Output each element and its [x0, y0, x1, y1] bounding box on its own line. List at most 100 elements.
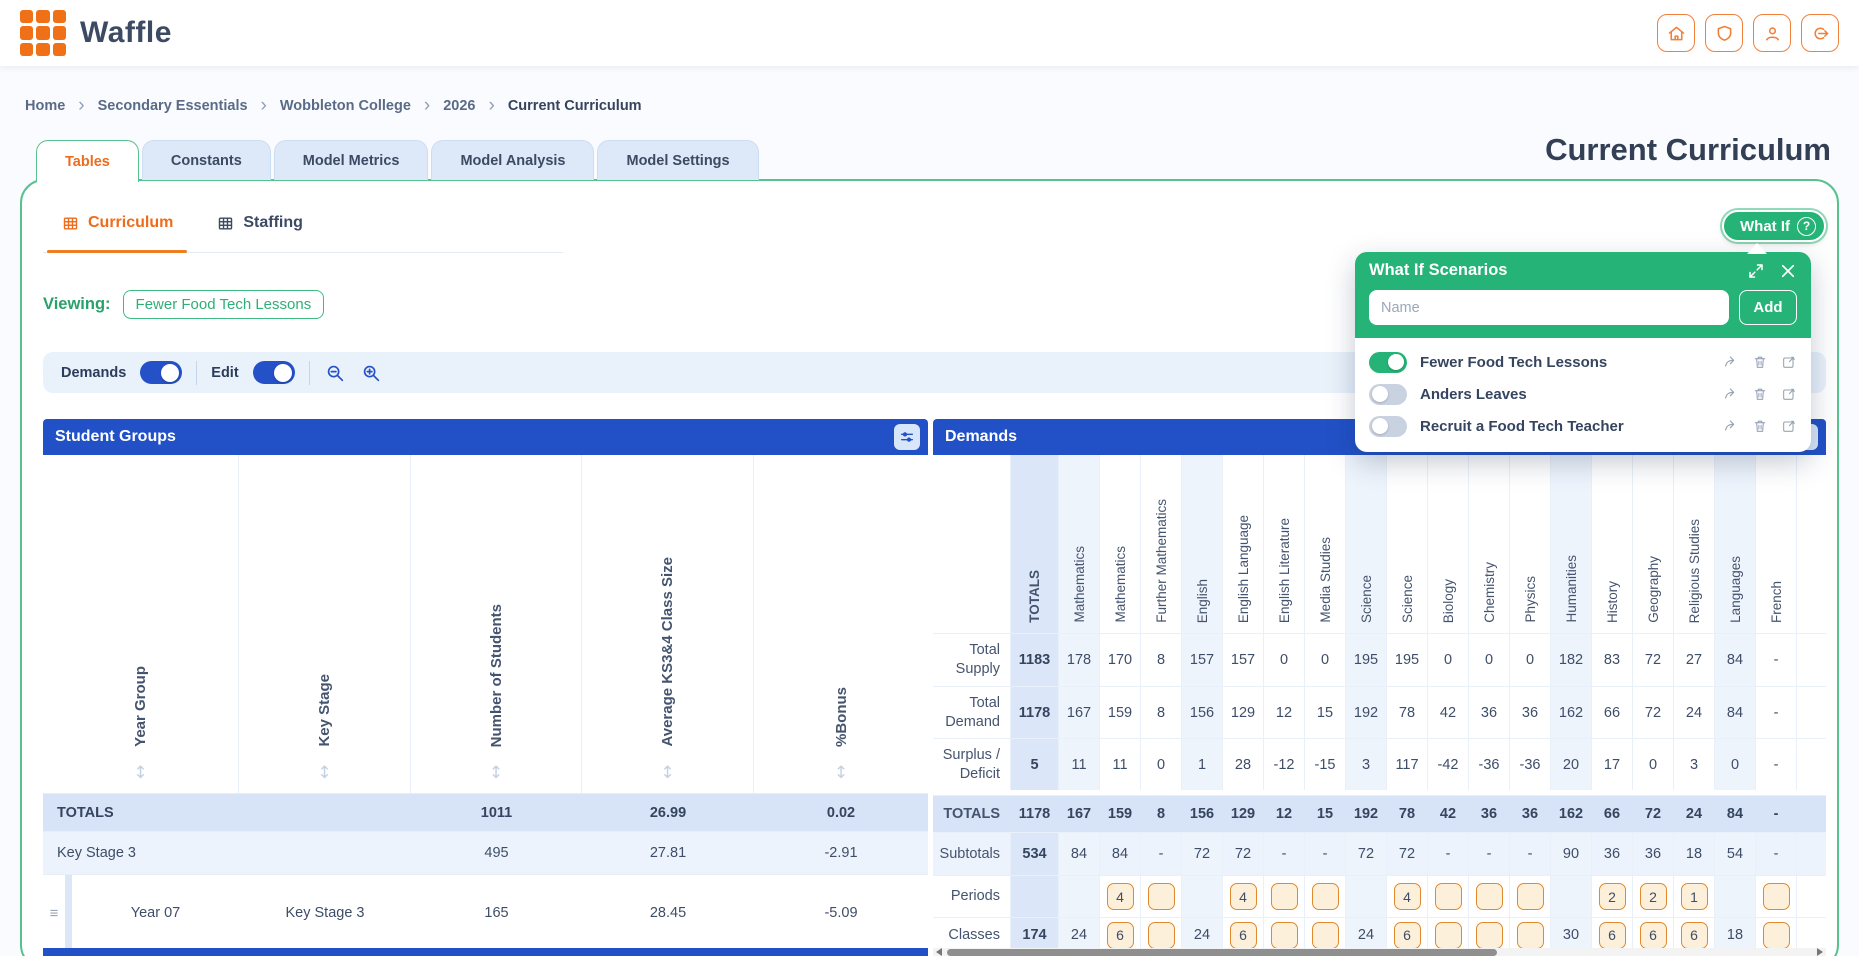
column-header[interactable]: TOTALS: [1011, 455, 1059, 633]
horizontal-scrollbar[interactable]: [933, 948, 1826, 956]
editable-cell[interactable]: [1270, 921, 1298, 949]
editable-cell[interactable]: [1311, 883, 1339, 910]
editable-cell[interactable]: [1147, 921, 1175, 949]
column-header[interactable]: Humanities: [1551, 455, 1592, 633]
edit-toggle[interactable]: [252, 361, 295, 384]
editable-cell[interactable]: [1434, 921, 1462, 949]
column-header[interactable]: Media Studies: [1305, 455, 1346, 633]
sort-icon[interactable]: ↕: [317, 763, 332, 783]
user-button[interactable]: [1753, 14, 1791, 52]
column-header[interactable]: Religious Studies: [1674, 455, 1715, 633]
app-logo[interactable]: Waffle: [20, 10, 172, 56]
editable-cell[interactable]: [1475, 883, 1503, 910]
column-header[interactable]: English Language: [1223, 455, 1264, 633]
share-icon[interactable]: [1723, 354, 1739, 370]
tab-model-metrics[interactable]: Model Metrics: [273, 140, 429, 180]
editable-cell[interactable]: [1311, 921, 1339, 949]
delete-icon[interactable]: [1752, 418, 1768, 434]
column-header[interactable]: Number of Students ↕: [411, 455, 582, 793]
column-header[interactable]: Geography: [1633, 455, 1674, 633]
subtab-curriculum[interactable]: Curriculum: [62, 214, 173, 232]
editable-cell[interactable]: 6: [1680, 921, 1708, 949]
column-header[interactable]: Languages: [1715, 455, 1756, 633]
editable-cell[interactable]: 4: [1229, 883, 1257, 910]
column-header[interactable]: Average KS3&4 Class Size ↕: [582, 455, 754, 793]
breadcrumb-item[interactable]: Current Curriculum: [507, 98, 642, 114]
editable-cell[interactable]: 1: [1680, 883, 1708, 910]
editable-cell[interactable]: [1762, 921, 1790, 949]
editable-cell[interactable]: 6: [1598, 921, 1626, 949]
home-button[interactable]: [1657, 14, 1695, 52]
breadcrumb-item[interactable]: 2026: [443, 98, 476, 114]
delete-icon[interactable]: [1752, 386, 1768, 402]
column-header[interactable]: %Bonus ↕: [754, 455, 928, 793]
edit-icon[interactable]: [1781, 354, 1797, 370]
editable-cell[interactable]: [1762, 883, 1790, 910]
sort-icon[interactable]: ↕: [133, 763, 148, 783]
drag-handle[interactable]: ≡: [49, 904, 59, 922]
editable-cell[interactable]: 2: [1598, 883, 1626, 910]
column-header[interactable]: Year Group ↕: [43, 455, 239, 793]
editable-cell[interactable]: 6: [1106, 921, 1134, 949]
viewing-scenario-badge[interactable]: Fewer Food Tech Lessons: [122, 290, 325, 319]
subtab-staffing[interactable]: Staffing: [217, 214, 303, 232]
column-header[interactable]: English Literature: [1264, 455, 1305, 633]
sort-icon[interactable]: ↕: [660, 763, 675, 783]
column-header[interactable]: English: [1182, 455, 1223, 633]
editable-cell[interactable]: 6: [1393, 921, 1421, 949]
tab-tables[interactable]: Tables: [36, 140, 139, 182]
column-header[interactable]: Chemistry: [1469, 455, 1510, 633]
demands-toggle[interactable]: [140, 361, 183, 384]
editable-cell[interactable]: [1270, 883, 1298, 910]
scrollbar-thumb[interactable]: [947, 948, 1497, 956]
sort-icon[interactable]: ↕: [488, 763, 504, 783]
column-header[interactable]: Physics: [1510, 455, 1551, 633]
column-settings-button[interactable]: [894, 424, 920, 450]
share-icon[interactable]: [1723, 418, 1739, 434]
editable-cell[interactable]: 6: [1229, 921, 1257, 949]
delete-icon[interactable]: [1752, 354, 1768, 370]
add-scenario-button[interactable]: Add: [1739, 290, 1797, 325]
editable-cell[interactable]: [1147, 883, 1175, 910]
column-header[interactable]: History: [1592, 455, 1633, 633]
breadcrumb-item[interactable]: Wobbleton College: [279, 98, 411, 114]
edit-icon[interactable]: [1781, 386, 1797, 402]
shield-button[interactable]: [1705, 14, 1743, 52]
editable-cell[interactable]: 2: [1639, 883, 1667, 910]
column-header[interactable]: Mathematics: [1059, 455, 1100, 633]
column-header[interactable]: Mathematics: [1100, 455, 1141, 633]
editable-cell[interactable]: [1434, 883, 1462, 910]
tab-model-analysis[interactable]: Model Analysis: [431, 140, 595, 180]
expand-icon[interactable]: [1747, 262, 1765, 280]
column-header[interactable]: Science: [1387, 455, 1428, 633]
scroll-right-icon[interactable]: [1817, 948, 1823, 956]
edit-icon[interactable]: [1781, 418, 1797, 434]
zoom-in-icon[interactable]: [360, 362, 382, 384]
scenario-toggle[interactable]: [1369, 383, 1407, 405]
logout-button[interactable]: [1801, 14, 1839, 52]
tab-model-settings[interactable]: Model Settings: [597, 140, 759, 180]
scenario-name-input[interactable]: [1369, 290, 1729, 325]
breadcrumb-item[interactable]: Home: [25, 98, 66, 114]
what-if-button[interactable]: What If ?: [1722, 210, 1826, 242]
column-header[interactable]: Biology: [1428, 455, 1469, 633]
editable-cell[interactable]: [1516, 883, 1544, 910]
editable-cell[interactable]: 4: [1393, 883, 1421, 910]
column-header[interactable]: Key Stage ↕: [239, 455, 411, 793]
sort-icon[interactable]: ↕: [833, 763, 849, 783]
scroll-left-icon[interactable]: [936, 948, 942, 956]
editable-cell[interactable]: 4: [1106, 883, 1134, 910]
editable-cell[interactable]: [1475, 921, 1503, 949]
tab-constants[interactable]: Constants: [141, 140, 271, 180]
editable-cell[interactable]: [1516, 921, 1544, 949]
scenario-toggle[interactable]: [1369, 351, 1407, 373]
column-header[interactable]: French: [1756, 455, 1797, 633]
editable-cell[interactable]: 6: [1639, 921, 1667, 949]
scenario-toggle[interactable]: [1369, 415, 1407, 437]
zoom-out-icon[interactable]: [324, 362, 346, 384]
breadcrumb-item[interactable]: Secondary Essentials: [97, 98, 248, 114]
column-header[interactable]: Science: [1346, 455, 1387, 633]
close-icon[interactable]: [1779, 262, 1797, 280]
share-icon[interactable]: [1723, 386, 1739, 402]
column-header[interactable]: Further Mathematics: [1141, 455, 1182, 633]
